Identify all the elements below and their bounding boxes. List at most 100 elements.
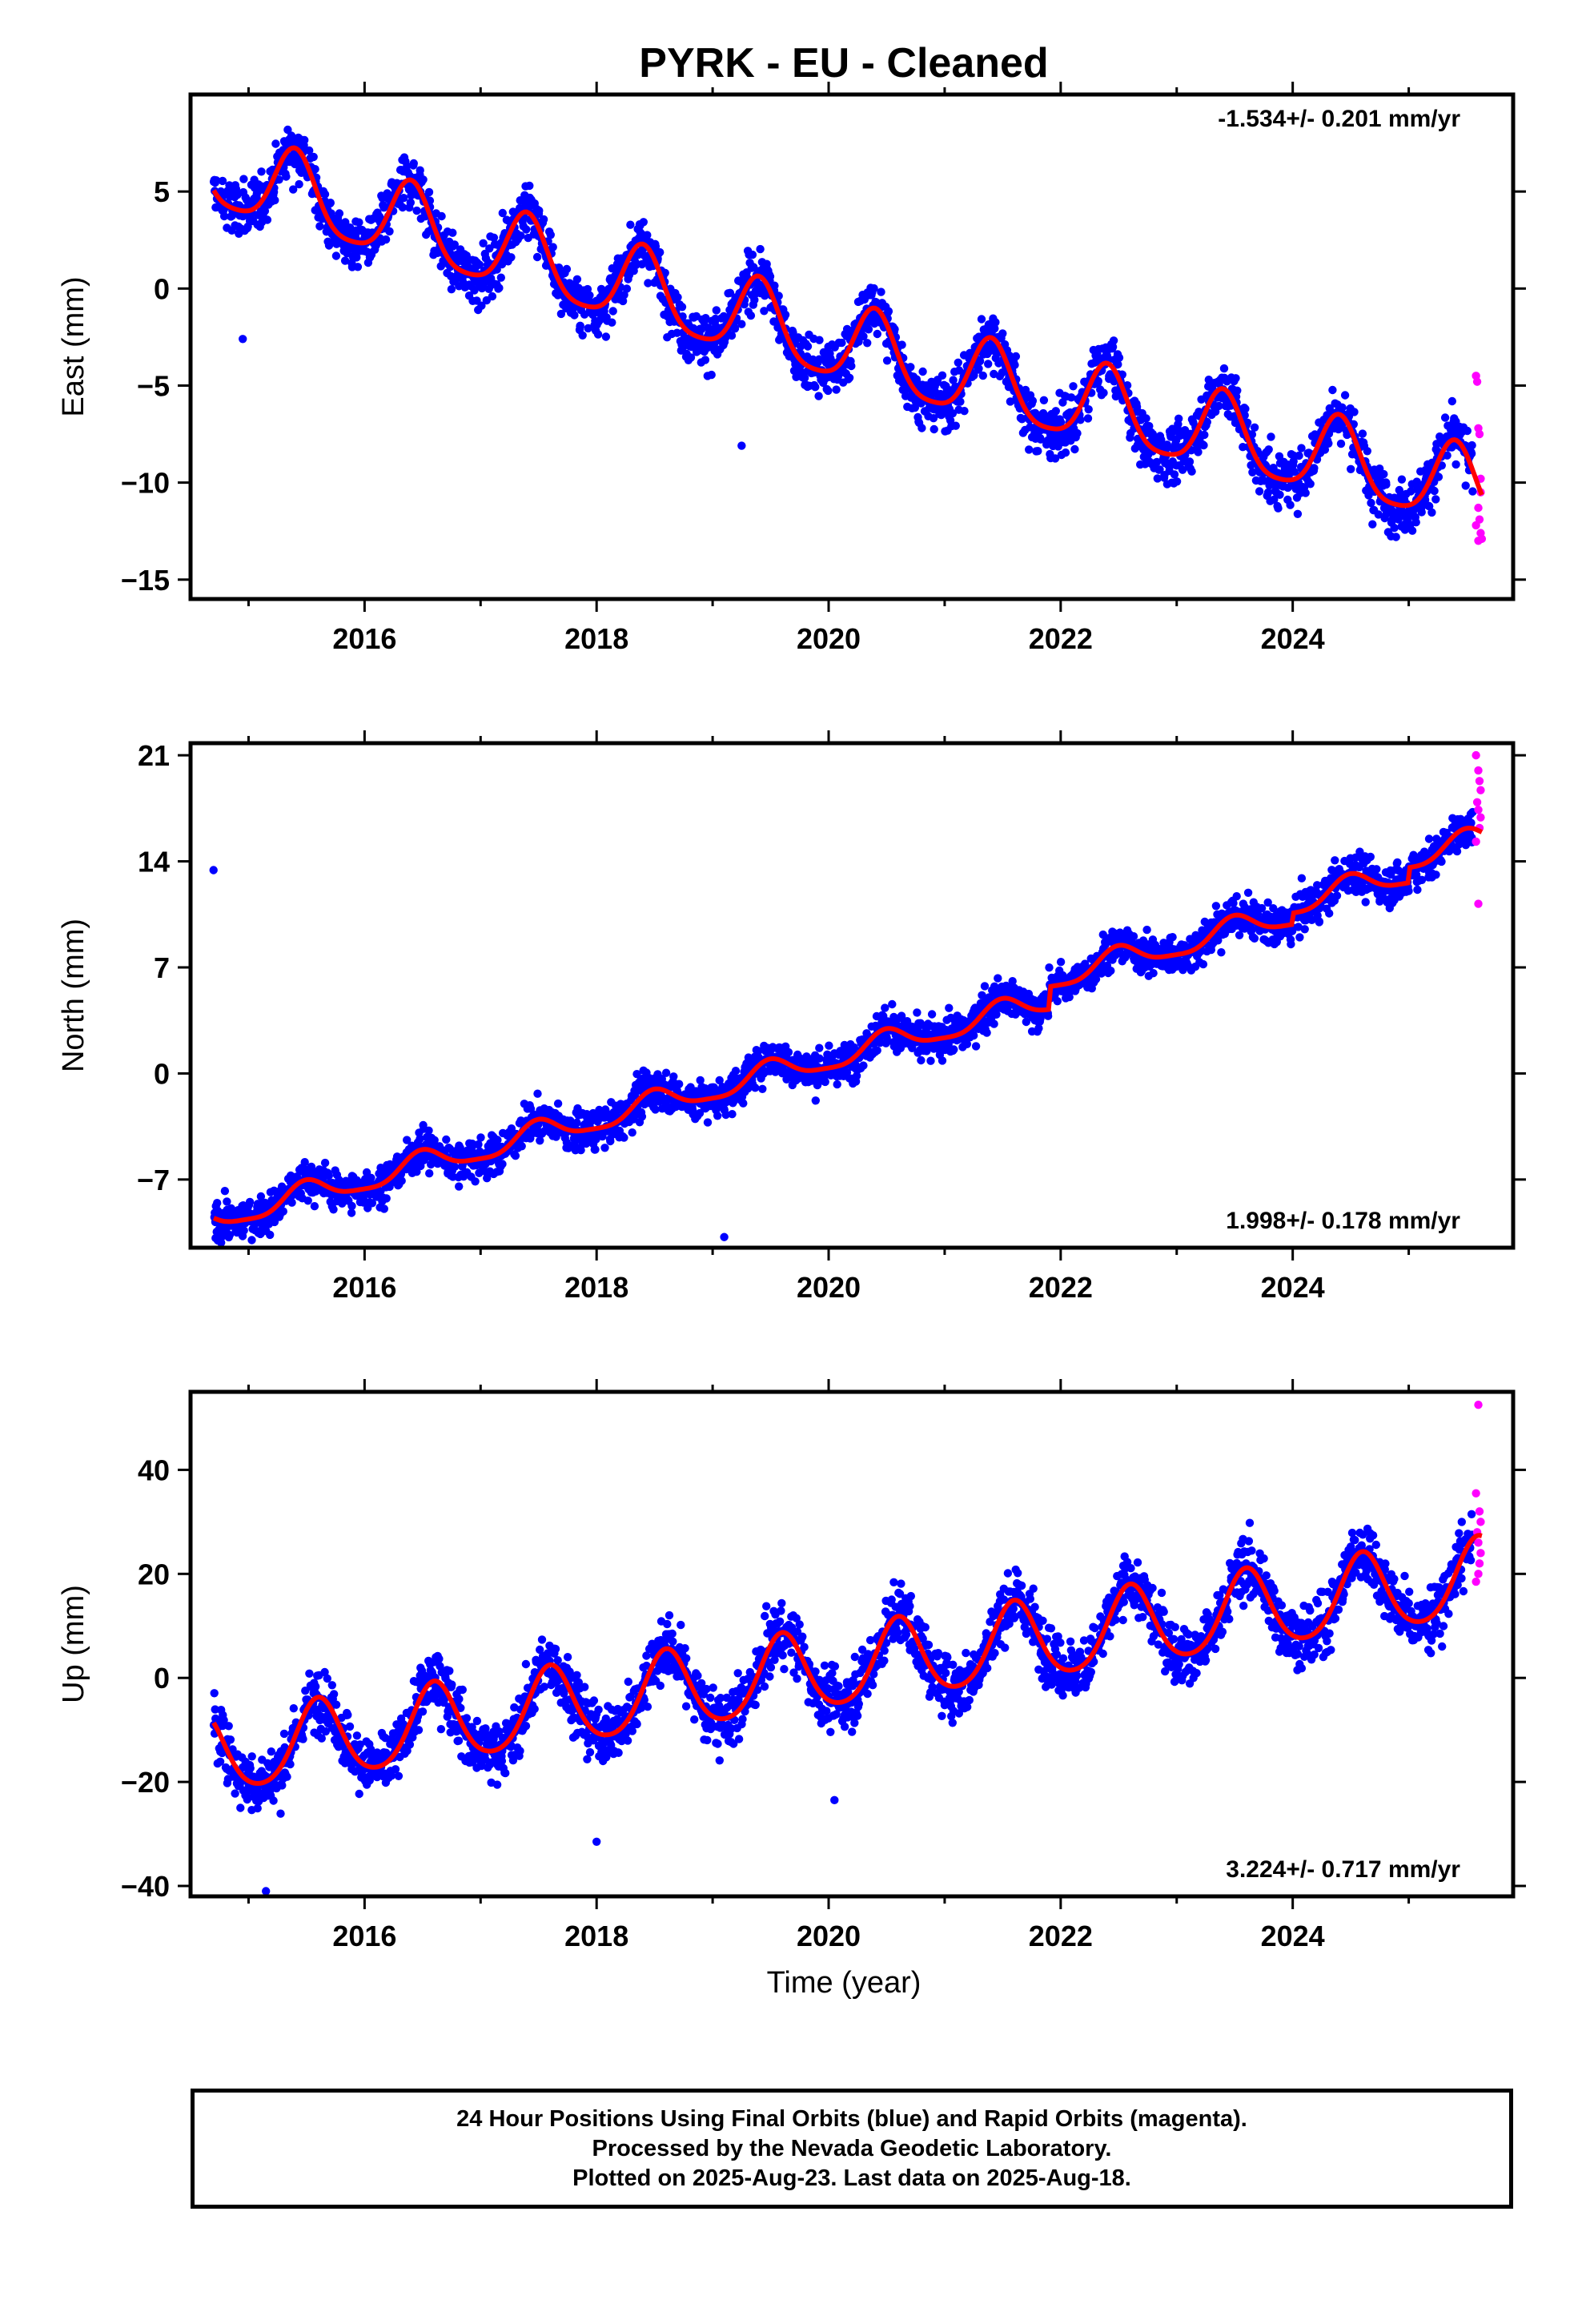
north-final-point [970, 1031, 978, 1040]
north-final-point [651, 1105, 660, 1114]
east-final-point [400, 194, 408, 203]
east-final-point [572, 275, 582, 283]
east-final-point [275, 175, 283, 184]
east-final-point [489, 233, 499, 242]
east-final-point [1069, 382, 1078, 391]
north-final-point [882, 1034, 891, 1043]
east-final-point [556, 309, 566, 319]
north-final-point [456, 1144, 464, 1152]
east-final-point [803, 342, 813, 351]
east-final-point [1178, 465, 1187, 474]
east-final-point [1172, 477, 1182, 486]
east-final-point [462, 251, 471, 260]
east-final-point [1427, 508, 1436, 517]
north-final-point [1263, 898, 1272, 907]
east-final-point [479, 239, 488, 247]
east-final-point [585, 291, 594, 300]
east-final-point [1005, 352, 1014, 360]
east-final-point [762, 259, 771, 268]
east-final-point [917, 424, 926, 432]
east-final-point [1010, 360, 1019, 369]
east-final-point [1028, 396, 1038, 405]
east-final-point [1430, 486, 1439, 496]
east-final-point [1162, 440, 1172, 449]
east-final-point [1358, 429, 1367, 438]
east-final-point [450, 240, 459, 249]
east-final-point [707, 370, 716, 380]
east-rate-annotation: -1.534+/- 0.201 mm/yr [1218, 106, 1460, 132]
east-final-point [864, 325, 873, 334]
east-final-point [496, 273, 505, 282]
east-final-point [1283, 483, 1292, 493]
east-x-tick-label: 2022 [1029, 622, 1093, 655]
east-rapid-point [1475, 429, 1484, 439]
east-final-point [897, 340, 906, 349]
north-final-point [220, 1187, 230, 1196]
east-final-point [1006, 397, 1015, 406]
east-final-point [632, 260, 640, 270]
east-y-tick-label: 0 [154, 272, 170, 305]
east-final-point [475, 260, 484, 269]
east-rapid-point [1472, 377, 1482, 386]
east-final-point [677, 303, 687, 312]
north-final-point [637, 1112, 647, 1121]
east-final-point [845, 373, 854, 382]
east-final-point [725, 288, 735, 297]
east-final-point [1039, 396, 1049, 404]
east-final-point [1443, 451, 1452, 460]
east-final-point [419, 175, 428, 184]
north-final-point [247, 1236, 256, 1244]
east-final-point [309, 152, 318, 162]
north-final-point [821, 1077, 829, 1087]
east-final-point [770, 281, 779, 290]
north-final-point [873, 1046, 881, 1055]
east-y-tick-label: −15 [121, 564, 170, 597]
east-final-point [811, 383, 820, 392]
east-final-point [1379, 469, 1388, 479]
north-final-point [825, 1041, 833, 1050]
east-final-point [1066, 393, 1076, 402]
east-model-curve [211, 145, 1484, 509]
east-final-point [283, 125, 292, 135]
north-final-point [511, 1152, 520, 1160]
east-final-point [697, 324, 706, 334]
north-final-point [1250, 934, 1259, 943]
east-final-point [748, 250, 757, 259]
east-final-point [353, 263, 363, 271]
east-final-point [1468, 440, 1476, 450]
east-final-point [954, 358, 963, 367]
east-final-point [488, 292, 497, 301]
east-final-point [1407, 487, 1415, 496]
east-final-point [539, 215, 548, 224]
east-final-point [859, 332, 868, 341]
north-final-point [916, 1019, 926, 1027]
north-final-point [1129, 932, 1138, 941]
east-final-point [1240, 411, 1249, 420]
east-final-point [1420, 495, 1430, 505]
north-final-point [324, 1171, 333, 1180]
east-final-point [271, 139, 280, 148]
east-final-point [1050, 454, 1060, 463]
north-final-point [397, 1176, 406, 1185]
north-final-point [239, 1226, 248, 1235]
east-final-point [1056, 418, 1066, 427]
east-final-point [910, 403, 920, 412]
east-final-point [1468, 487, 1477, 496]
north-final-point [1199, 959, 1208, 969]
chart-title: PYRK - EU - Cleaned [639, 40, 1048, 86]
north-final-point [209, 866, 218, 875]
north-final-point [424, 1126, 433, 1136]
east-final-point [960, 407, 969, 416]
east-final-point [315, 222, 324, 231]
north-final-point [474, 1140, 483, 1149]
north-final-point [600, 1144, 609, 1152]
east-final-point [1076, 416, 1085, 424]
east-final-point [355, 218, 363, 227]
north-final-point [713, 1112, 722, 1120]
east-final-point [815, 336, 824, 344]
east-final-point [409, 159, 418, 168]
north-final-point [256, 1192, 266, 1201]
east-final-point [884, 307, 893, 316]
